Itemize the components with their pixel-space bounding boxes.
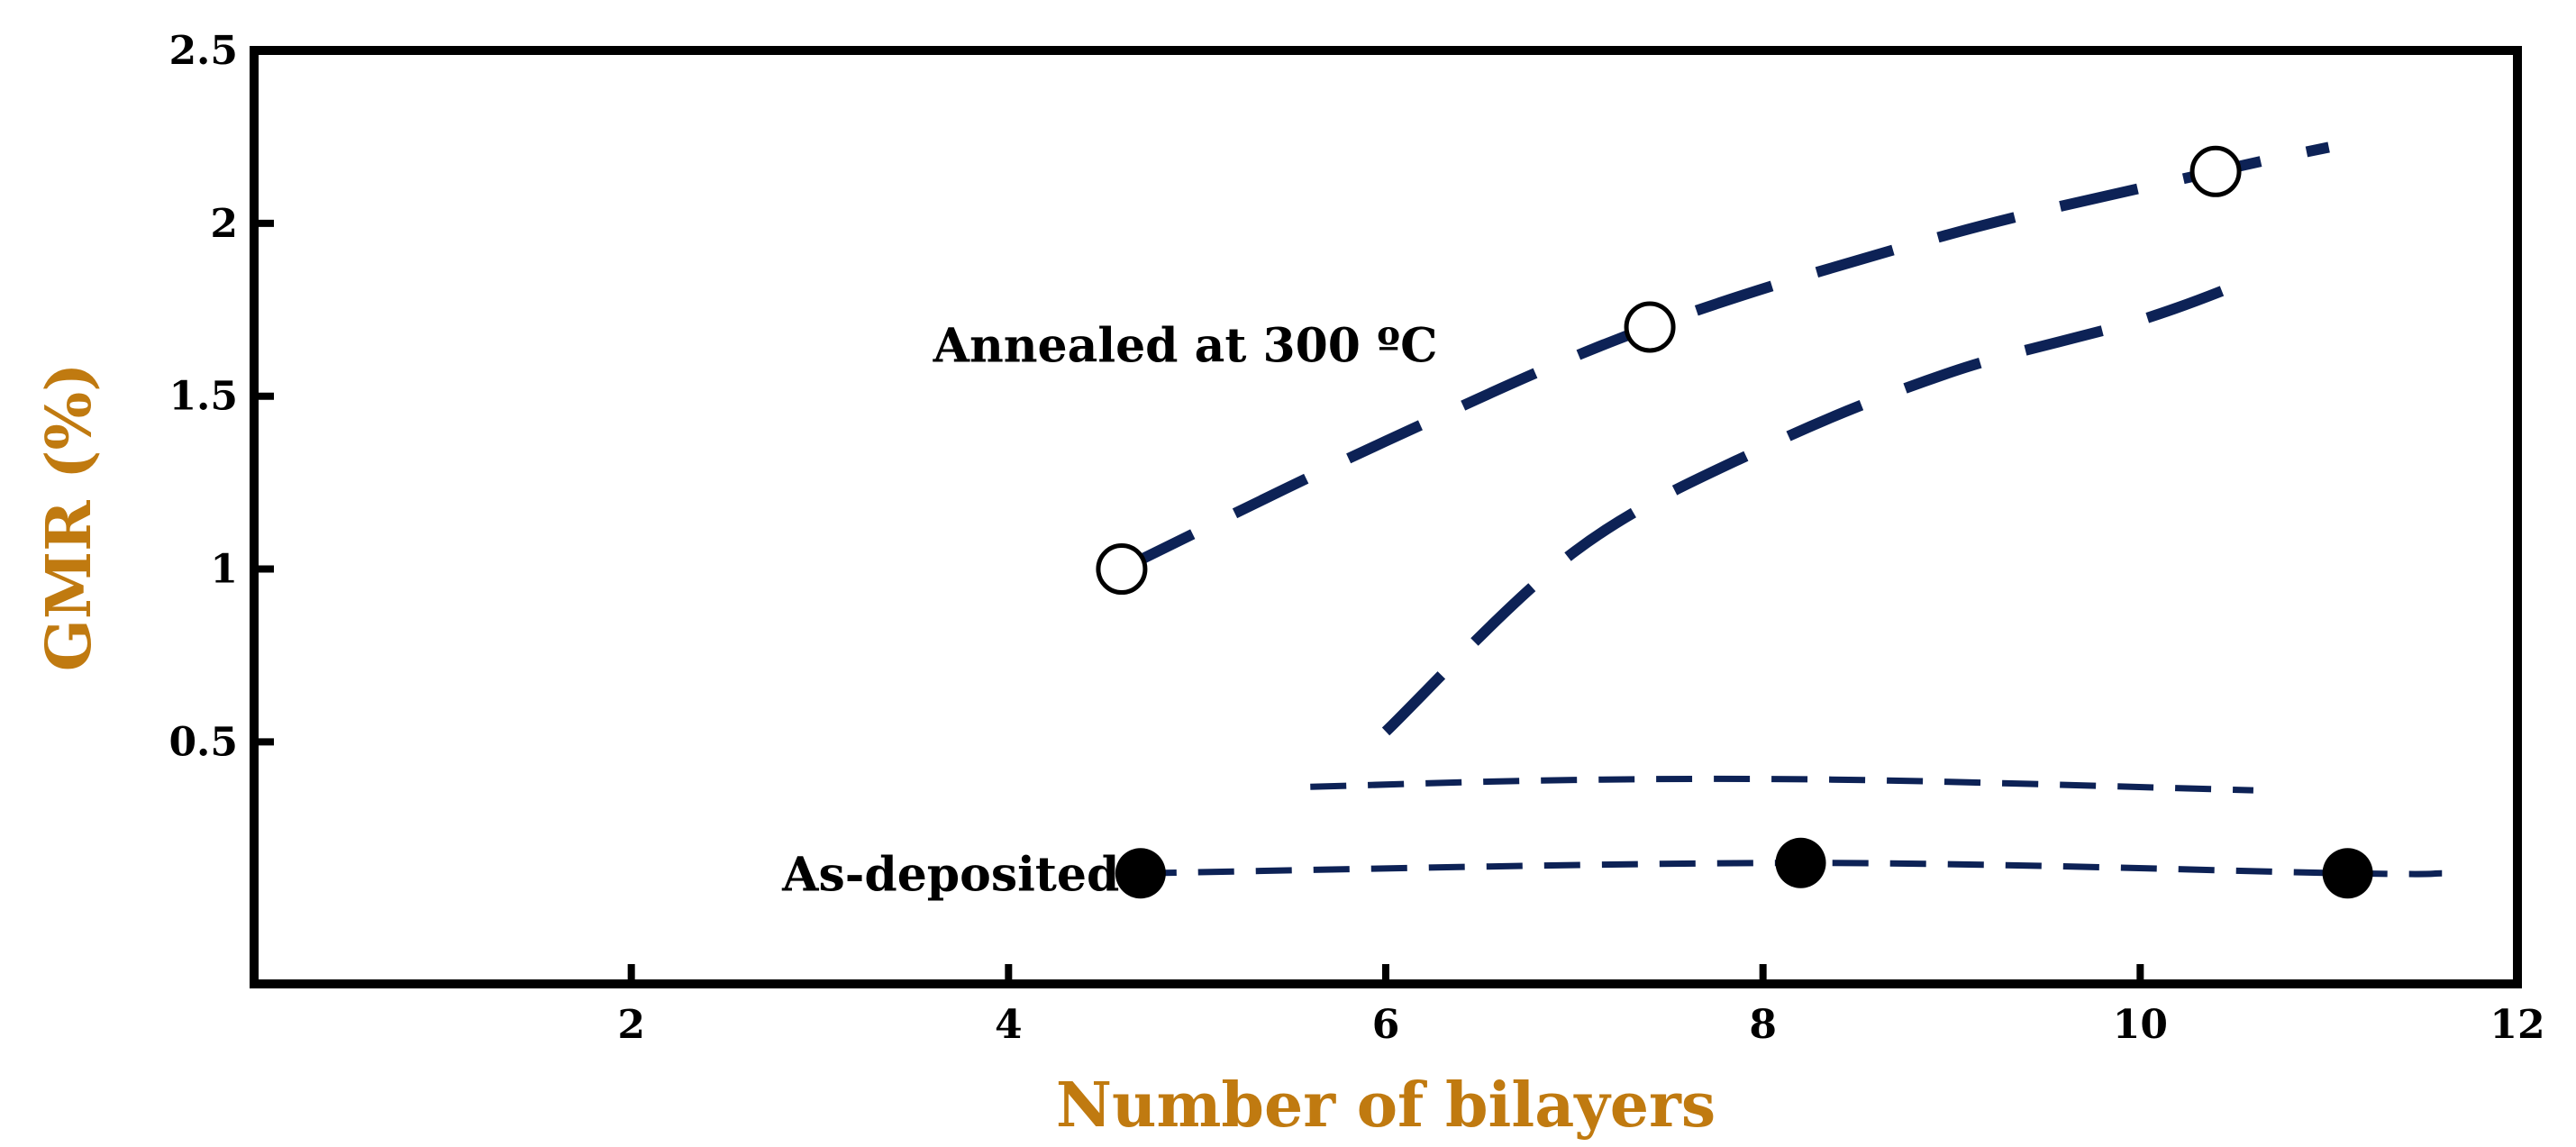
series-3 — [1115, 837, 2443, 899]
y-tick-label: 0.5 — [168, 719, 238, 765]
plot-frame — [250, 46, 2522, 988]
x-axis-title: Number of bilayers — [1056, 1070, 1716, 1142]
y-axis-title: GMR (%) — [33, 363, 105, 672]
data-point — [1115, 848, 1166, 899]
data-point — [1624, 301, 1676, 353]
annotation-label: Annealed at 300 ºC — [933, 318, 1438, 373]
series-0 — [1096, 141, 2330, 596]
series-line — [1310, 775, 2254, 794]
x-tick-label: 6 — [1372, 1002, 1400, 1048]
x-tick-label: 2 — [617, 1002, 645, 1048]
data-point — [1096, 543, 1148, 596]
series-line — [1140, 860, 2443, 878]
data-point — [2322, 848, 2373, 899]
y-tick-label: 1 — [210, 547, 238, 593]
y-tick-label: 2.5 — [168, 28, 238, 74]
annotations: Annealed at 300 ºC As-deposited — [781, 318, 1437, 902]
y-axis-ticks: 0.5 1 1.5 2 2.5 — [168, 28, 274, 765]
annotation-label: As-deposited — [781, 847, 1119, 902]
x-tick-label: 8 — [1749, 1002, 1777, 1048]
series-layer — [1096, 141, 2443, 899]
x-tick-label: 12 — [2490, 1002, 2544, 1048]
x-tick-label: 4 — [995, 1002, 1023, 1048]
series-line — [1381, 273, 2255, 736]
data-point — [1775, 837, 1826, 888]
series-2 — [1310, 775, 2254, 794]
data-point — [2189, 145, 2242, 197]
y-tick-label: 2 — [210, 201, 238, 247]
x-tick-label: 10 — [2113, 1002, 2168, 1048]
series-1 — [1381, 273, 2255, 736]
x-axis-ticks: 2 4 6 8 10 12 — [617, 964, 2545, 1048]
y-tick-label: 1.5 — [168, 374, 238, 420]
